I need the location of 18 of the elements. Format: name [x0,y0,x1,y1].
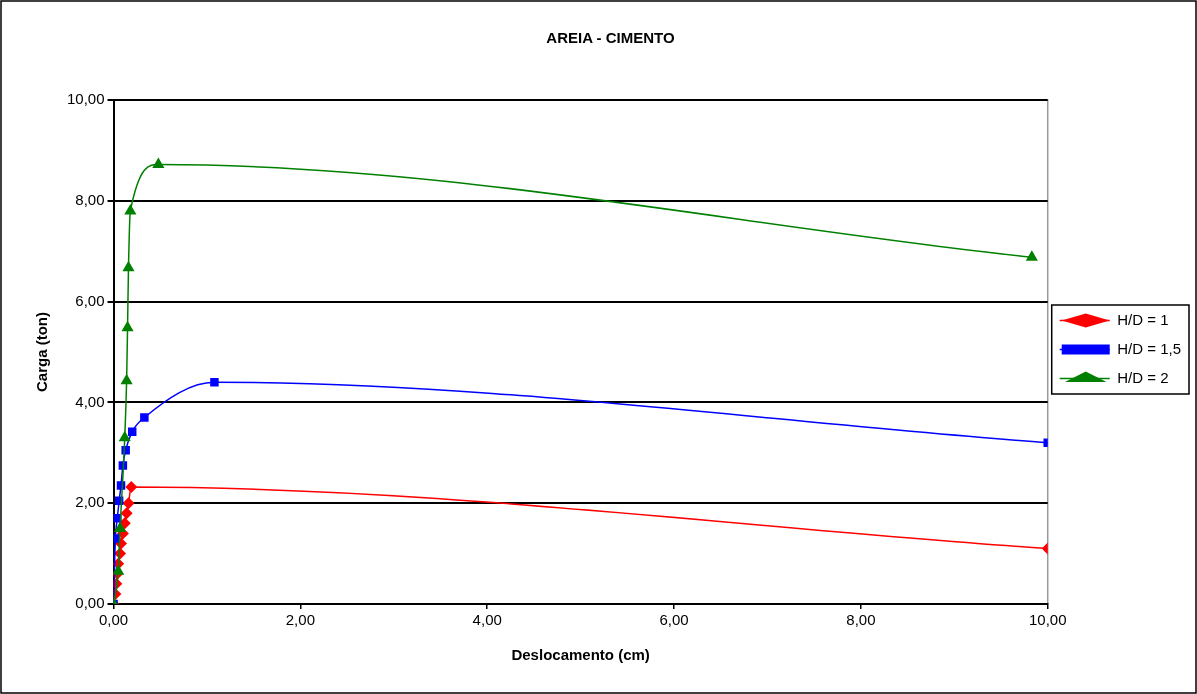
x-tick-label: 6,00 [659,611,689,629]
x-tick-label: 4,00 [472,611,502,629]
x-tick-label: 0,00 [98,611,129,629]
legend-label: H/D = 1 [1117,310,1169,328]
legend-label: H/D = 1,5 [1117,339,1181,357]
y-tick-label: 2,00 [75,493,105,511]
legend-label: H/D = 2 [1117,368,1169,386]
y-tick-label: 8,00 [75,190,105,208]
y-axis-title: Carga (ton) [33,312,51,392]
y-tick-label: 10,00 [66,90,105,108]
x-tick-label: 10,00 [1028,611,1067,629]
chart-title: AREIA - CIMENTO [546,29,675,47]
y-tick-label: 4,00 [75,392,105,410]
y-tick-label: 0,00 [75,594,105,612]
x-tick-label: 8,00 [846,611,876,629]
x-tick-label: 2,00 [285,611,315,629]
y-tick-label: 6,00 [75,291,105,309]
x-axis-title: Deslocamento (cm) [511,646,650,664]
